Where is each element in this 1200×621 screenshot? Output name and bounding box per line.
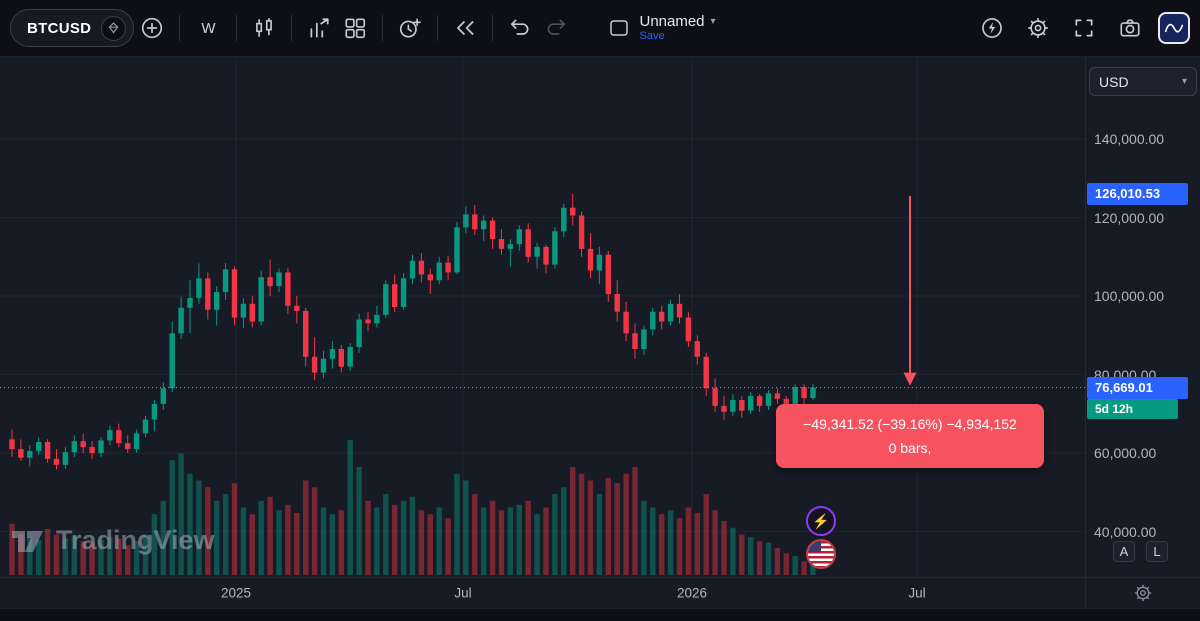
volume-bars bbox=[9, 440, 816, 576]
price-axis-label: 140,000.00 bbox=[1094, 131, 1165, 147]
chart-canvas[interactable] bbox=[0, 57, 1085, 577]
layout-templates-grid-button[interactable] bbox=[337, 9, 373, 47]
high-price-badge: 126,010.53 bbox=[1087, 182, 1188, 205]
top-toolbar: BTCUSD W bbox=[0, 0, 1200, 57]
bottom-toolbar-strip bbox=[0, 608, 1200, 621]
quick-search-icon[interactable] bbox=[974, 9, 1010, 47]
candles bbox=[9, 193, 816, 470]
current-price-badge: 76,669.01 bbox=[1087, 376, 1188, 399]
measure-tooltip-line1: −49,341.52 (−39.16%) −4,934,152 bbox=[803, 416, 1017, 432]
gridlines bbox=[0, 57, 1085, 577]
save-layout-button[interactable]: Save bbox=[639, 30, 665, 43]
fullscreen-icon[interactable] bbox=[1066, 9, 1102, 47]
chart-pane: TradingView −49,341.52 (−39.16%) −4,934,… bbox=[0, 57, 1200, 577]
snapshot-camera-icon[interactable] bbox=[1112, 9, 1148, 47]
bar-countdown-badge: 5d 12h bbox=[1087, 398, 1178, 419]
price-axis-label: 60,000.00 bbox=[1094, 445, 1157, 461]
toolbar-divider bbox=[492, 15, 494, 41]
currency-value: USD bbox=[1099, 73, 1129, 90]
lightning-icon: ⚡ bbox=[812, 512, 830, 529]
price-axis[interactable]: USD ▾ 140,000.00 120,000.00 100,000.00 80,0… bbox=[1085, 57, 1200, 577]
redo-button[interactable] bbox=[538, 9, 574, 47]
time-axis-settings-corner[interactable] bbox=[1085, 578, 1200, 608]
log-scale-button[interactable]: L bbox=[1146, 541, 1168, 562]
undo-button[interactable] bbox=[502, 9, 538, 47]
time-axis[interactable]: 2025 Jul 2026 Jul bbox=[0, 577, 1200, 608]
measure-tooltip: −49,341.52 (−39.16%) −4,934,152 0 bars, bbox=[776, 404, 1044, 468]
time-axis-scale[interactable]: 2025 Jul 2026 Jul bbox=[0, 578, 1085, 608]
chevron-down-icon: ▾ bbox=[710, 15, 716, 27]
toolbar-divider bbox=[179, 15, 181, 41]
currency-select[interactable]: USD ▾ bbox=[1089, 67, 1197, 96]
layout-name: Unnamed bbox=[639, 13, 705, 31]
indicators-button[interactable] bbox=[301, 9, 337, 47]
chevron-down-icon: ▾ bbox=[1181, 76, 1187, 87]
symbol-name: BTCUSD bbox=[27, 19, 92, 37]
symbol-logo-icon bbox=[101, 15, 127, 41]
symbol-search-button[interactable]: BTCUSD bbox=[10, 9, 135, 47]
toolbar-divider bbox=[437, 15, 439, 41]
price-axis-label: 40,000.00 bbox=[1094, 523, 1157, 540]
toolbar-right-cluster bbox=[974, 9, 1190, 47]
candlestick-chart[interactable]: TradingView −49,341.52 (−39.16%) −4,934,… bbox=[0, 57, 1085, 577]
price-axis-label: 120,000.00 bbox=[1094, 209, 1165, 226]
compare-add-symbol-button[interactable] bbox=[134, 9, 170, 47]
bar-replay-button[interactable] bbox=[447, 9, 483, 47]
time-axis-label: 2026 bbox=[676, 585, 708, 601]
toolbar-divider bbox=[236, 15, 238, 41]
auto-scale-button[interactable]: A bbox=[1113, 541, 1135, 562]
toolbar-divider bbox=[382, 15, 384, 41]
interval-button[interactable]: W bbox=[201, 19, 216, 37]
time-axis-label: 2025 bbox=[220, 585, 252, 601]
chart-settings-gear-icon[interactable] bbox=[1020, 9, 1056, 47]
economic-calendar-flag-icon[interactable] bbox=[806, 539, 836, 569]
toolbar-divider bbox=[291, 15, 293, 41]
publish-chart-icon[interactable] bbox=[1158, 12, 1190, 44]
measure-arrow bbox=[903, 195, 917, 386]
time-axis-label: Jul bbox=[454, 585, 472, 601]
measure-tooltip-line2: 0 bars, bbox=[888, 440, 932, 456]
time-axis-label: Jul bbox=[908, 585, 926, 601]
axis-settings-gear-icon[interactable] bbox=[1133, 583, 1153, 603]
ai-assistant-icon[interactable]: ⚡ bbox=[806, 506, 836, 536]
us-flag-canton bbox=[808, 541, 821, 552]
chart-type-candles-button[interactable] bbox=[246, 9, 282, 47]
price-axis-label: 100,000.00 bbox=[1094, 288, 1165, 304]
alert-button[interactable] bbox=[392, 9, 428, 47]
layout-manager-button[interactable]: Unnamed ▾ Save bbox=[608, 13, 716, 43]
